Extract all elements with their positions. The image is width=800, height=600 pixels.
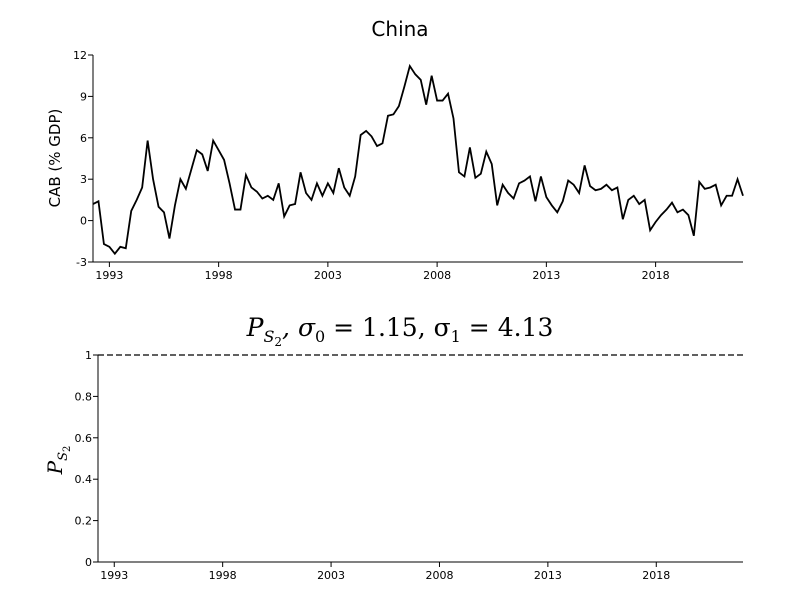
y-tick-label: 0.6 — [75, 432, 93, 445]
chart-title: PS2, σ0 = 1.15, σ1 = 4.13 — [246, 313, 554, 349]
y-tick-label: 0.8 — [75, 390, 93, 403]
title-part: 0 — [315, 327, 325, 346]
y-axis-label: PS2 — [43, 446, 73, 476]
y-tick-label: 0.4 — [75, 473, 93, 486]
x-tick-label: 2013 — [532, 269, 560, 282]
x-tick-label: 2013 — [534, 569, 562, 582]
title-part: P — [246, 313, 265, 342]
x-tick-label: 1993 — [100, 569, 128, 582]
x-tick-label: 2018 — [642, 569, 670, 582]
y-tick-label: 3 — [80, 173, 87, 186]
y-tick-label: 9 — [80, 90, 87, 103]
x-tick-label: 2008 — [425, 569, 453, 582]
x-tick-label: 1998 — [205, 269, 233, 282]
x-tick-label: 2008 — [423, 269, 451, 282]
y-tick-label: 0 — [80, 215, 87, 228]
label-part: P — [43, 460, 67, 475]
y-tick-label: -3 — [76, 256, 87, 269]
title-part: = 4.13 — [461, 313, 554, 342]
y-tick-label: 6 — [80, 132, 87, 145]
y-tick-label: 12 — [73, 49, 87, 62]
title-part: 2 — [274, 335, 282, 349]
data-line — [92, 63, 744, 256]
title-part: = 1.15, σ — [325, 313, 450, 342]
x-tick-label: 2018 — [642, 269, 670, 282]
y-tick-label: 1 — [85, 349, 92, 362]
y-tick-label: 0 — [85, 556, 92, 569]
title-part: , σ — [282, 313, 316, 342]
y-axis-label: CAB (% GDP) — [46, 109, 64, 208]
label-part: 2 — [62, 446, 73, 452]
title-part: S — [263, 327, 274, 346]
x-tick-label: 2003 — [314, 269, 342, 282]
chart-title: China — [371, 17, 428, 41]
label-part: S — [56, 452, 71, 461]
y-tick-label: 0.2 — [75, 515, 93, 528]
title-part: 1 — [451, 327, 461, 346]
x-tick-label: 1993 — [95, 269, 123, 282]
x-tick-label: 1998 — [209, 569, 237, 582]
x-tick-label: 2003 — [317, 569, 345, 582]
